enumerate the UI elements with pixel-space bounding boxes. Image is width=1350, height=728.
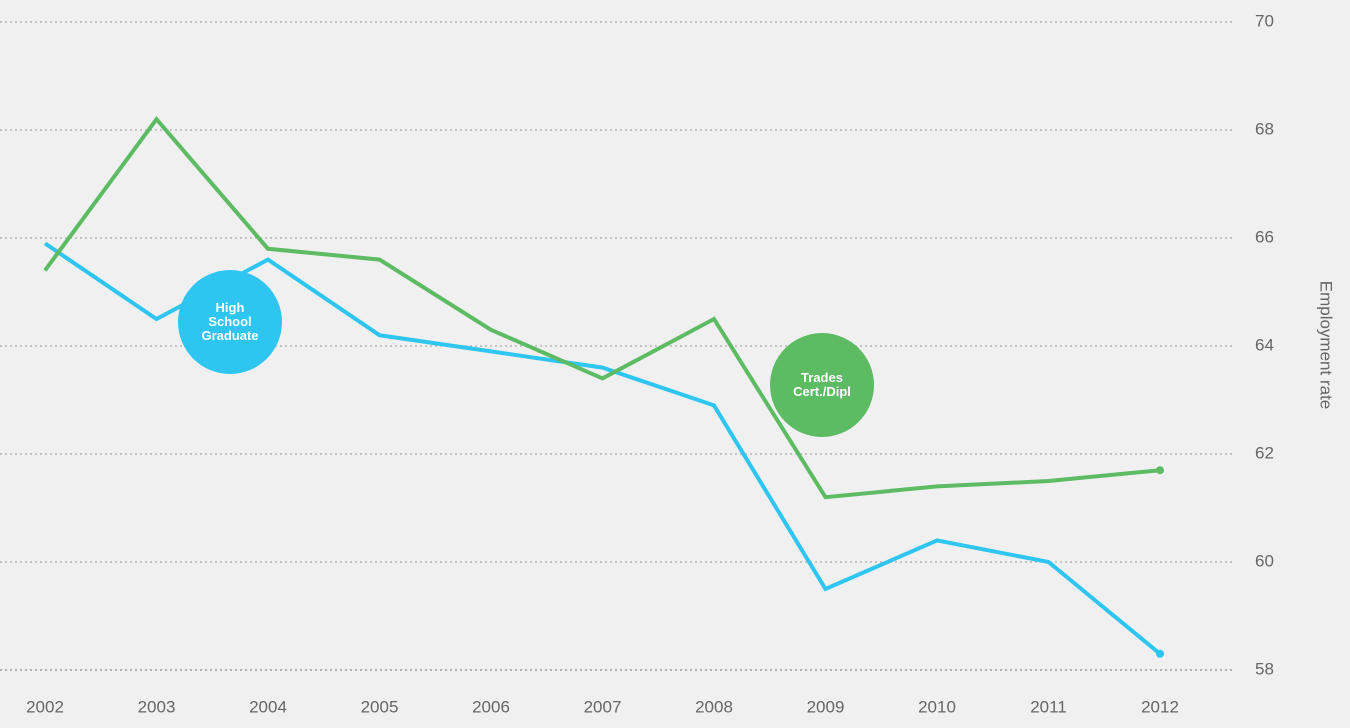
y-tick-label: 66 bbox=[1255, 227, 1274, 246]
x-tick-label: 2009 bbox=[807, 697, 845, 716]
x-tick-label: 2004 bbox=[249, 697, 287, 716]
x-tick-label: 2010 bbox=[918, 697, 956, 716]
y-tick-label: 70 bbox=[1255, 11, 1274, 30]
x-tick-label: 2008 bbox=[695, 697, 733, 716]
y-axis-label: Employment rate bbox=[1317, 281, 1336, 410]
series-label: Trades Cert./Dipl bbox=[793, 370, 851, 399]
series-label-bubble: High School Graduate bbox=[178, 270, 282, 374]
x-tick-label: 2005 bbox=[361, 697, 399, 716]
x-tick-label: 2006 bbox=[472, 697, 510, 716]
y-tick-label: 64 bbox=[1255, 335, 1274, 354]
series-label: High School Graduate bbox=[201, 300, 259, 343]
end-point bbox=[1156, 466, 1164, 475]
y-tick-label: 68 bbox=[1255, 119, 1274, 138]
x-tick-label: 2003 bbox=[138, 697, 176, 716]
x-tick-label: 2002 bbox=[26, 697, 64, 716]
y-tick-label: 58 bbox=[1255, 659, 1274, 678]
y-tick-label: 60 bbox=[1255, 551, 1274, 570]
y-tick-label: 62 bbox=[1255, 443, 1274, 462]
x-tick-label: 2012 bbox=[1141, 697, 1179, 716]
end-point bbox=[1156, 649, 1164, 658]
series-line bbox=[43, 115, 1161, 500]
x-tick-label: 2007 bbox=[584, 697, 622, 716]
x-tick-label: 2011 bbox=[1030, 697, 1067, 716]
series-label-bubble: Trades Cert./Dipl bbox=[770, 333, 874, 437]
